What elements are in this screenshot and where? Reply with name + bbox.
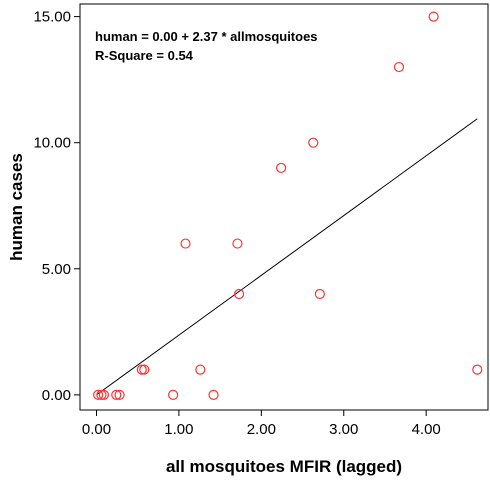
r-square-label: R-Square = 0.54: [95, 48, 194, 63]
regression-line: [96, 118, 478, 396]
y-axis-title: human cases: [7, 153, 26, 261]
x-tick-label: 0.00: [82, 421, 111, 438]
x-tick-label: 1.00: [164, 421, 193, 438]
data-point: [472, 364, 483, 375]
data-point: [114, 389, 125, 400]
data-points: [93, 11, 483, 400]
data-point: [208, 389, 219, 400]
y-tick-label: 15.00: [33, 9, 71, 26]
data-point: [96, 389, 107, 400]
data-point: [180, 238, 191, 249]
data-point: [168, 389, 179, 400]
x-tick-label: 4.00: [412, 421, 441, 438]
data-point: [233, 288, 245, 300]
data-point: [93, 389, 104, 400]
x-axis-title: all mosquitoes MFIR (lagged): [166, 457, 402, 476]
data-point: [428, 11, 439, 22]
data-point: [276, 162, 287, 174]
data-point: [314, 288, 325, 300]
data-point: [136, 364, 147, 375]
y-axis-ticks: 0.00 5.00 10.00 15.00: [33, 9, 80, 404]
y-tick-label: 10.00: [33, 135, 71, 152]
data-point: [139, 364, 150, 375]
data-point: [98, 389, 110, 400]
y-tick-label: 5.00: [42, 261, 71, 278]
y-tick-label: 0.00: [42, 387, 71, 404]
data-point: [308, 137, 319, 148]
x-tick-label: 3.00: [329, 421, 358, 438]
data-point: [393, 61, 405, 73]
x-tick-label: 2.00: [247, 421, 276, 438]
data-point: [195, 364, 206, 375]
x-axis-ticks: 0.00 1.00 2.00 3.00 4.00: [82, 410, 441, 438]
plot-area: [79, 3, 489, 411]
regression-equation: human = 0.00 + 2.37 * allmosquitoes: [95, 29, 318, 44]
data-point: [232, 238, 243, 249]
data-point: [111, 389, 122, 400]
